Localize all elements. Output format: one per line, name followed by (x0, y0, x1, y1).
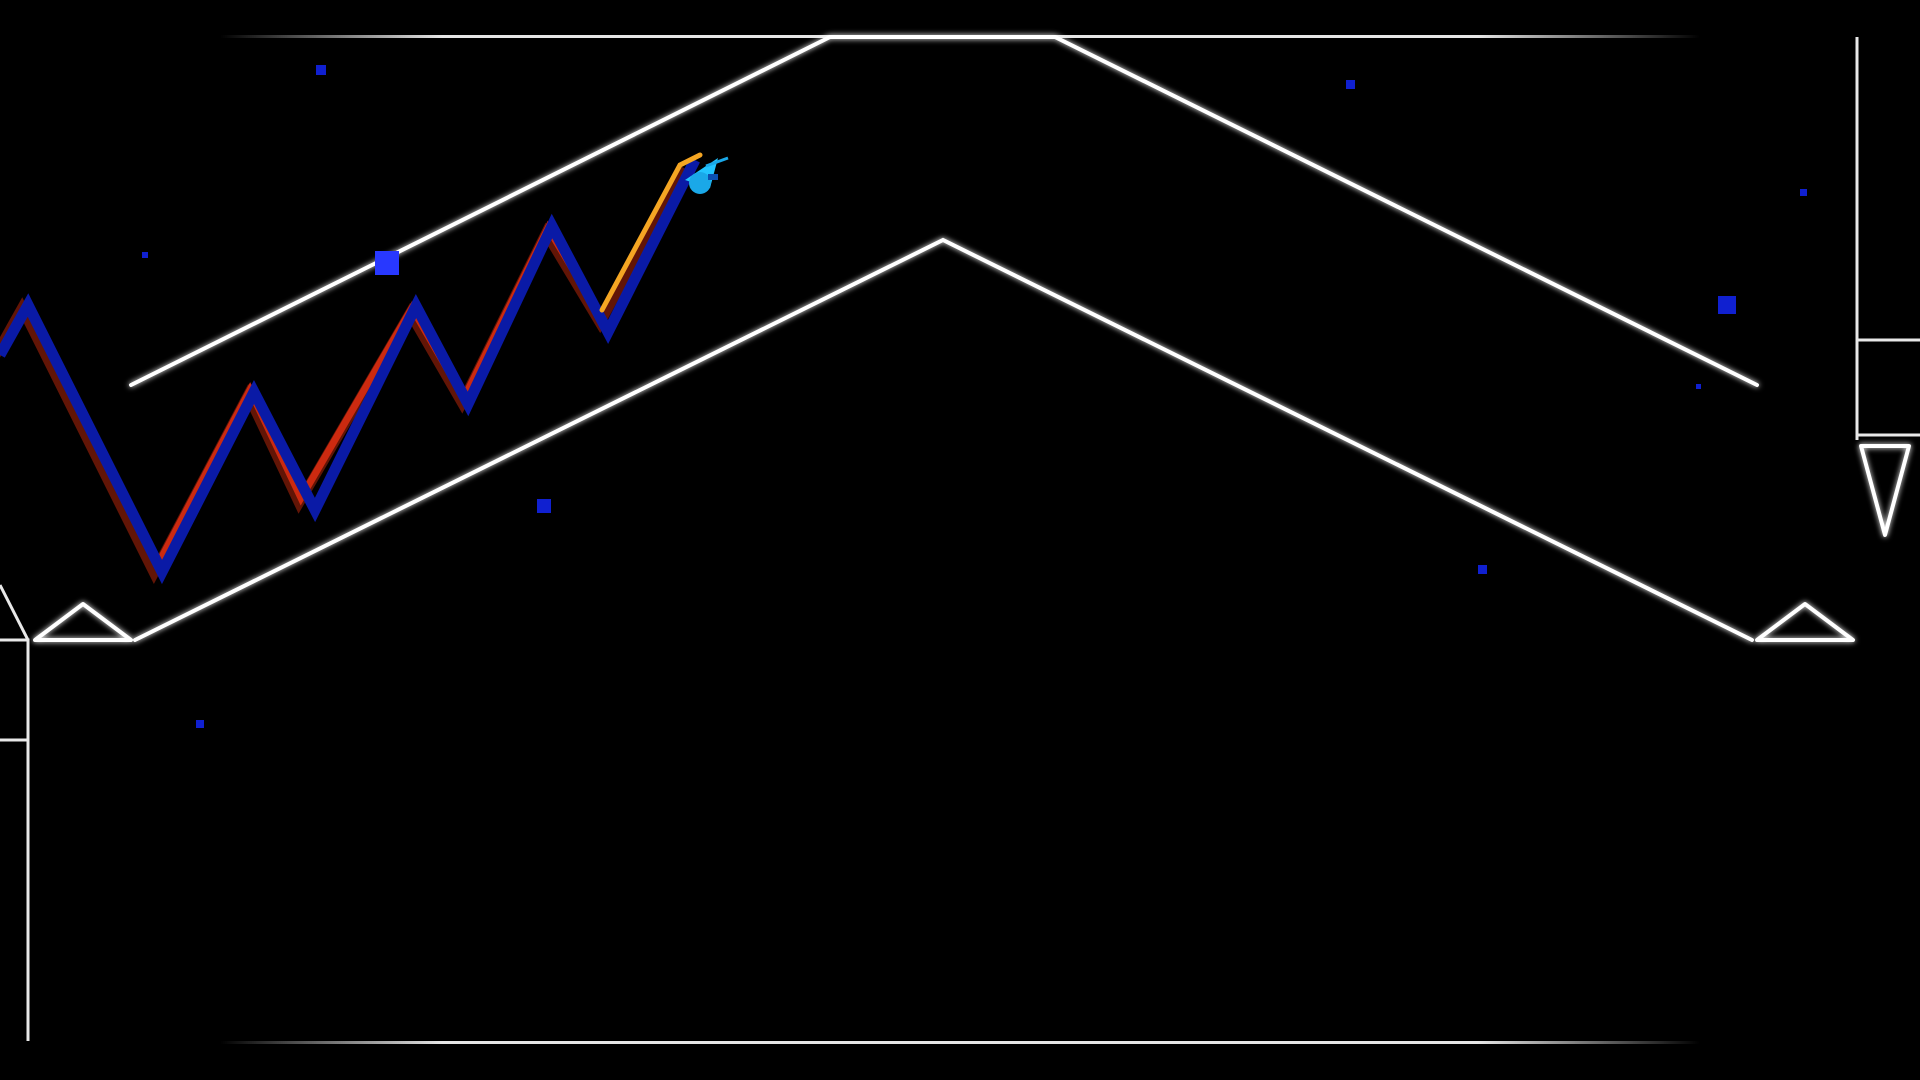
spike-icon (1755, 602, 1855, 642)
spike-icon (33, 602, 133, 642)
lower-corridor-wall (133, 237, 1754, 642)
particle (1718, 296, 1736, 314)
particle (1478, 565, 1487, 574)
particle (1800, 189, 1807, 196)
wave-trail-highlight (599, 152, 703, 313)
floor-boundary (220, 1041, 1700, 1044)
particle-field (142, 65, 1807, 728)
particle (375, 251, 399, 275)
left-block-outline (0, 638, 30, 1041)
particle (1346, 80, 1355, 89)
particle (142, 252, 148, 258)
particle (1696, 384, 1701, 389)
spike-icon (1859, 444, 1911, 537)
left-slope-edge (0, 584, 30, 641)
particle (537, 499, 551, 513)
wave-body-trail (0, 157, 700, 585)
particle (196, 720, 204, 728)
wave-trail-shadow (0, 165, 689, 584)
upper-corridor-wall (129, 35, 1759, 387)
particle (316, 65, 326, 75)
wave-arrow-icon (685, 156, 729, 194)
